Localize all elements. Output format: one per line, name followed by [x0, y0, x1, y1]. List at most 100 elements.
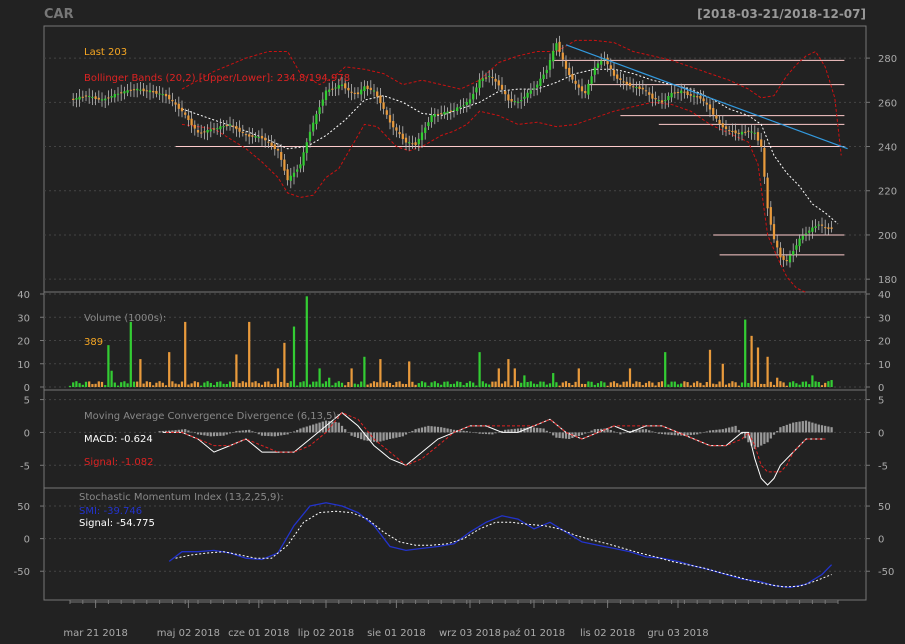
candle-up [427, 122, 430, 127]
volume-bar [360, 381, 363, 387]
volume-tick-label-left: 40 [17, 290, 30, 301]
volume-bar [638, 381, 641, 387]
macd-tick-label: 0 [878, 428, 884, 439]
volume-bar [571, 384, 574, 387]
candle-down [830, 227, 833, 229]
candle-down [350, 91, 353, 93]
macd-histogram-bar [532, 427, 536, 433]
macd-histogram-bar [193, 432, 196, 434]
candle-up [667, 95, 670, 101]
candle-down [248, 134, 251, 137]
candle-up [462, 105, 465, 107]
volume-bar [238, 383, 241, 387]
macd-histogram-bar [225, 432, 228, 435]
candle-up [635, 87, 638, 89]
smi-value: SMI: -39.746 [79, 506, 142, 517]
candle-down [580, 86, 584, 92]
candle-up [516, 101, 520, 103]
candle-down [260, 135, 264, 139]
volume-bar [334, 382, 337, 387]
candle-up [340, 84, 344, 86]
volume-bar [328, 377, 331, 387]
candle-down [251, 135, 254, 137]
volume-bar [254, 381, 257, 387]
candle-up [545, 69, 548, 74]
candle-up [228, 124, 232, 126]
candle-down [238, 127, 241, 132]
volume-bar [404, 384, 408, 387]
candle-down [577, 84, 580, 88]
volume-bar [763, 383, 766, 387]
candle-down [705, 102, 708, 105]
volume-bar [622, 381, 625, 387]
candle-up [539, 78, 542, 86]
macd-histogram-bar [558, 432, 561, 439]
macd-histogram-bar [206, 432, 209, 436]
candle-up [302, 152, 305, 166]
macd-histogram-bar [616, 432, 619, 433]
macd-histogram-bar [184, 429, 187, 433]
volume-bar [718, 381, 721, 387]
candle-up [811, 227, 814, 232]
volume-bar [724, 384, 728, 387]
macd-histogram-bar [660, 432, 664, 435]
volume-bar [577, 368, 580, 387]
volume-bar [136, 381, 139, 387]
volume-bar [187, 384, 190, 387]
candle-down [558, 41, 561, 52]
candle-down [568, 67, 571, 76]
volume-bar [708, 349, 712, 387]
candle-up [443, 111, 446, 115]
candle-up [126, 90, 129, 93]
candle-down [331, 88, 334, 90]
candle-down [782, 255, 785, 260]
volume-bar [324, 381, 328, 387]
macd-histogram-bar [756, 432, 760, 448]
volume-bar [219, 381, 222, 387]
macd-histogram-bar [603, 428, 606, 433]
candle-down [574, 80, 577, 84]
volume-bar [468, 381, 472, 387]
candle-down [190, 118, 193, 126]
candle-up [312, 122, 315, 132]
volume-bar [779, 381, 782, 387]
volume-bar [814, 381, 817, 387]
macd-histogram-bar [212, 432, 216, 437]
candle-down [606, 57, 609, 65]
macd-histogram-bar [283, 432, 286, 435]
candle-down [769, 207, 772, 225]
volume-bar [712, 383, 715, 387]
macd-histogram-bar [740, 432, 744, 435]
macd-histogram-bar [401, 432, 404, 437]
moving-average-line [181, 68, 839, 225]
candle-down [129, 89, 132, 91]
candle-down [276, 148, 280, 151]
candle-down [244, 134, 248, 136]
volume-bar [756, 347, 760, 387]
volume-bar [372, 381, 376, 387]
symbol-title: CAR [44, 7, 74, 22]
macd-histogram-bar [686, 432, 689, 436]
volume-bar [363, 356, 366, 387]
volume-bar [430, 382, 433, 387]
macd-histogram-bar [379, 432, 382, 442]
candle-down [718, 119, 721, 125]
candle-up [798, 238, 801, 247]
candle-down [120, 92, 123, 94]
candle-up [529, 90, 532, 94]
candle-down [177, 103, 180, 109]
volume-tick-label-left: 10 [17, 360, 30, 371]
candle-up [110, 96, 113, 98]
volume-bar [817, 381, 820, 387]
volume-bar [660, 381, 664, 387]
macd-histogram-bar [568, 432, 571, 439]
volume-bar [584, 383, 587, 387]
volume-bar [244, 382, 248, 387]
candle-up [308, 131, 312, 141]
smi-tick-label: 50 [878, 502, 891, 513]
macd-histogram-bar [344, 429, 347, 433]
candle-down [708, 104, 712, 110]
macd-histogram-bar [417, 428, 420, 433]
candle-down [270, 142, 273, 146]
x-tick-label: wrz 03 2018 [439, 628, 501, 639]
